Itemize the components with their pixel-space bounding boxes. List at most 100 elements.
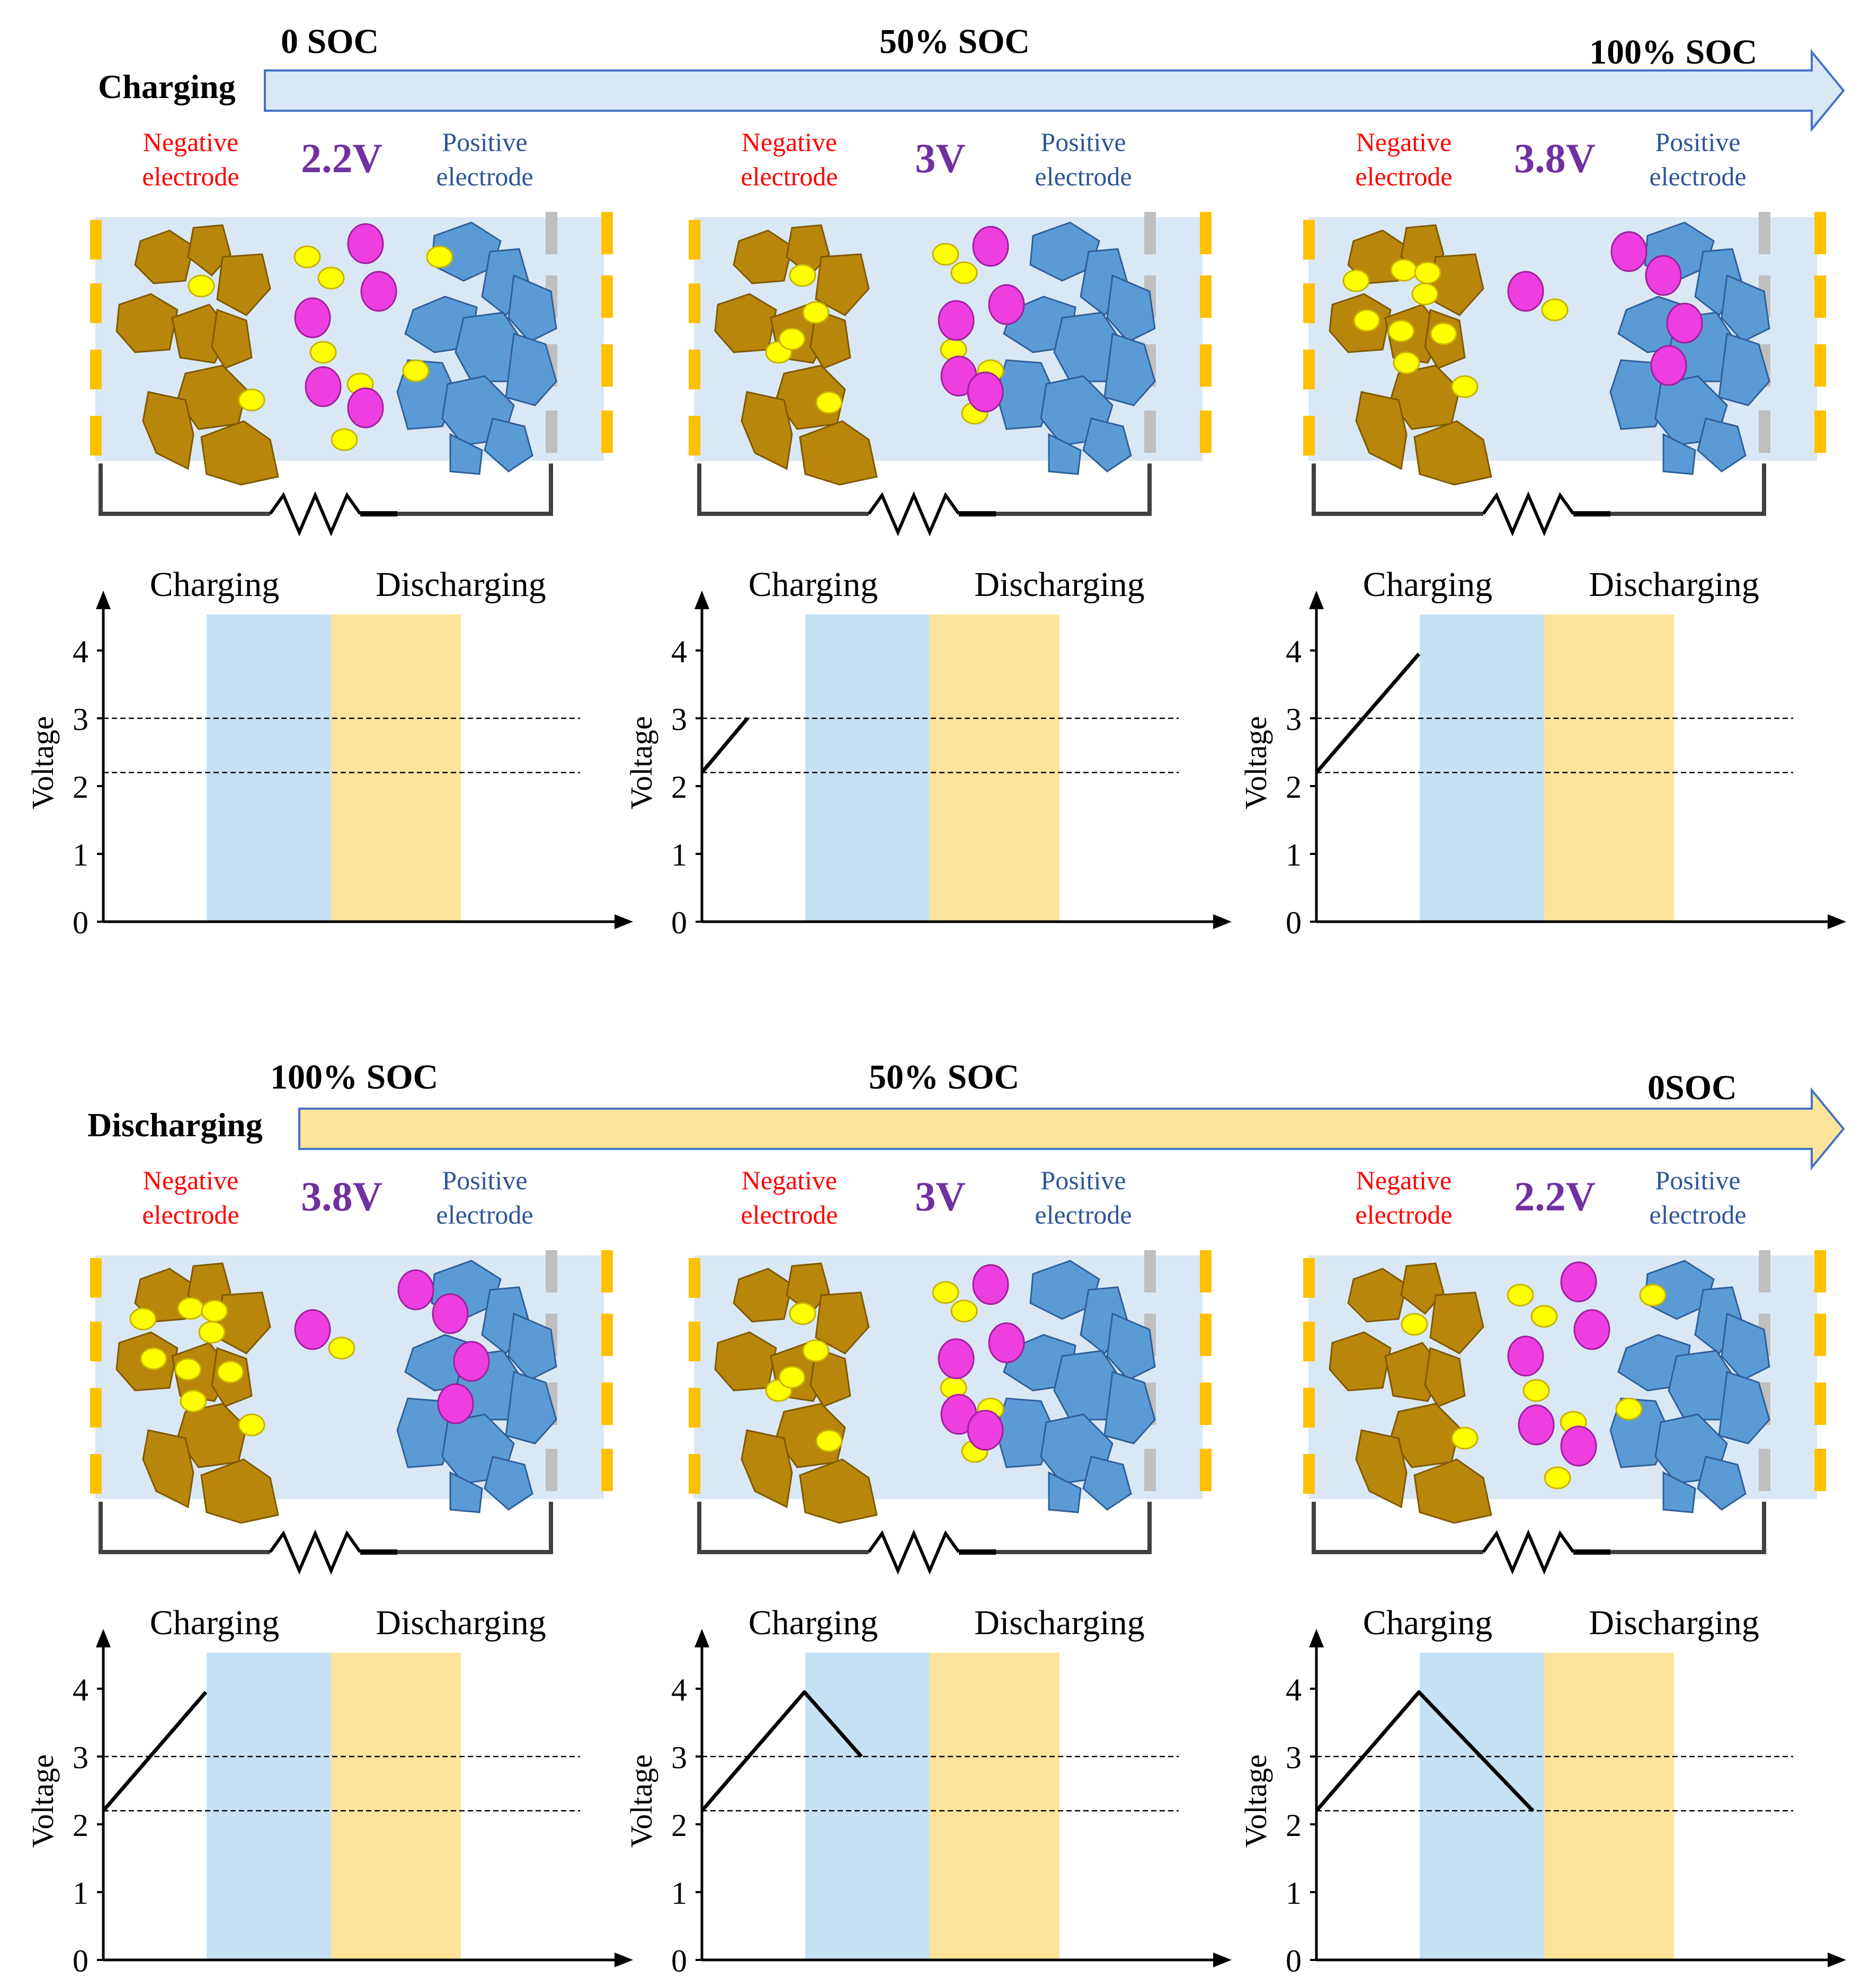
lithium-ion [1353, 309, 1381, 332]
lithium-ion [1544, 1466, 1571, 1490]
lithium-ion [1390, 258, 1418, 282]
anion [360, 271, 397, 312]
negative-electrode-label: electrode [142, 162, 239, 191]
positive-electrode-label: electrode [1649, 1200, 1746, 1229]
negative-current-collector [90, 416, 102, 456]
battery-cell: Negative electrode 2.2V Positive electrode [1303, 1165, 1826, 1575]
anion [1573, 1309, 1610, 1350]
positive-current-collector [1759, 212, 1770, 254]
charging-band [805, 1653, 930, 1960]
circuit-wire [397, 1502, 553, 1554]
cell-voltage: 3V [915, 135, 965, 181]
positive-current-collector [1814, 1314, 1826, 1356]
resistor [269, 1529, 362, 1575]
y-axis-arrow [1309, 591, 1324, 609]
anion [1666, 302, 1703, 344]
y-tick-label: 2 [1286, 770, 1302, 805]
negative-electrode-label: electrode [741, 1200, 838, 1229]
negative-current-collector [1303, 1258, 1315, 1298]
negative-electrode-label: Negative [143, 1165, 238, 1195]
charging-band-label: Charging [749, 565, 878, 604]
charging-row: Charging 0 SOC 50% SOC 100% SOC Negative elec… [25, 22, 1846, 940]
x-axis-arrow [1828, 1953, 1846, 1967]
charging-band [1420, 614, 1544, 922]
lithium-ion [1522, 1379, 1550, 1402]
y-tick-label: 3 [671, 1740, 687, 1775]
discharging-band-label: Discharging [974, 1603, 1144, 1642]
y-axis-label: Voltage [1239, 716, 1273, 809]
negative-current-collector [689, 1258, 700, 1298]
voltage-chart: Charging Discharging 0 1 2 3 4 Voltage [25, 565, 633, 940]
negative-current-collector [1303, 1322, 1315, 1361]
positive-current-collector [1200, 1250, 1212, 1292]
voltage-chart: Charging Discharging 0 1 2 3 4 Voltage [624, 565, 1232, 940]
lithium-ion [789, 264, 816, 287]
lithium-ion [1530, 1305, 1558, 1328]
charging-band [805, 614, 930, 922]
discharging-band [930, 614, 1059, 922]
lithium-ion [950, 261, 978, 284]
negative-electrode-label: Negative [742, 127, 837, 157]
soc-arrow [298, 1087, 1845, 1171]
y-tick-label: 3 [1286, 702, 1302, 737]
lithium-ion [426, 245, 453, 269]
positive-electrode-label: electrode [436, 162, 533, 191]
cell-voltage: 3V [915, 1173, 965, 1219]
positive-current-collector [546, 1449, 557, 1491]
y-tick-label: 0 [671, 905, 687, 940]
negative-electrode-label: electrode [142, 1200, 239, 1229]
lithium-ion [1451, 375, 1479, 398]
positive-current-collector [1144, 212, 1156, 254]
battery-cell: Negative electrode 3.8V Positive electrode [1303, 127, 1826, 537]
y-tick-label: 2 [73, 1808, 88, 1843]
negative-current-collector [689, 1388, 700, 1428]
discharging-band-label: Discharging [376, 565, 546, 604]
soc-arrow-shape [264, 49, 1845, 132]
x-axis-arrow [1213, 914, 1232, 929]
positive-current-collector [1814, 344, 1826, 387]
charging-band-label: Charging [1363, 565, 1492, 604]
resistor [1482, 491, 1575, 537]
charging-band-label: Charging [150, 565, 279, 604]
soc-label: 0 SOC [281, 22, 379, 61]
soc-label: 100% SOC [1589, 33, 1757, 72]
voltage-chart: Charging Discharging 0 1 2 3 4 Voltage [1239, 1603, 1846, 1978]
negative-current-collector [90, 283, 102, 323]
discharging-band-label: Discharging [376, 1603, 546, 1642]
anion [972, 1264, 1009, 1305]
y-axis-label: Voltage [624, 716, 658, 809]
lithium-ion [1430, 322, 1457, 345]
anion [1645, 255, 1682, 296]
positive-current-collector [1814, 275, 1826, 318]
lithium-ion [331, 428, 358, 451]
voltage-curve [700, 717, 749, 774]
positive-current-collector [546, 411, 557, 453]
voltage-chart: Charging Discharging 0 1 2 3 4 Voltage [25, 1603, 633, 1978]
positive-current-collector [546, 1250, 557, 1292]
cell-voltage: 3.8V [301, 1173, 382, 1219]
y-tick-label: 0 [73, 1944, 88, 1978]
lithium-ion [778, 1366, 806, 1389]
positive-current-collector [1200, 1449, 1212, 1491]
positive-current-collector [601, 1383, 613, 1425]
anion [1560, 1425, 1597, 1467]
negative-current-collector [1303, 283, 1315, 323]
circuit-wire [697, 1502, 869, 1554]
lithium-ion [180, 1389, 207, 1413]
positive-electrode-label: Positive [1655, 127, 1740, 157]
row-label: Discharging [87, 1106, 263, 1144]
voltage-chart: Charging Discharging 0 1 2 3 4 Voltage [1239, 565, 1846, 940]
battery-cell: Negative electrode 3V Positive electrode [689, 1165, 1212, 1575]
x-axis-arrow [615, 914, 633, 929]
lithium-ion [1393, 351, 1420, 375]
y-tick-label: 3 [1286, 1740, 1302, 1775]
resistor [867, 1529, 960, 1575]
charging-band-label: Charging [150, 1603, 279, 1642]
lithium-ion [1639, 1283, 1667, 1307]
circuit-wire [1610, 463, 1766, 516]
y-tick-label: 1 [671, 837, 687, 872]
negative-current-collector [90, 220, 102, 260]
negative-current-collector [90, 1454, 102, 1494]
resistor [269, 491, 362, 537]
discharging-band [1544, 614, 1674, 922]
